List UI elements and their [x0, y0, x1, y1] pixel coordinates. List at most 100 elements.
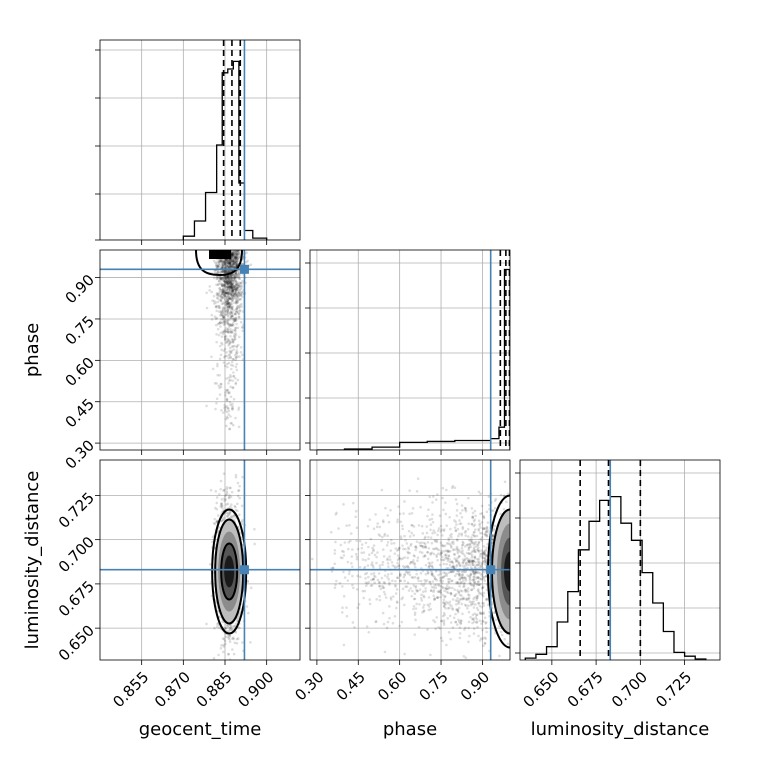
- sample-point: [389, 596, 393, 599]
- sample-point: [222, 316, 226, 320]
- sample-point: [408, 512, 411, 516]
- sample-point: [368, 602, 372, 606]
- sample-point: [236, 253, 240, 257]
- sample-point: [447, 571, 450, 574]
- sample-point: [464, 577, 467, 580]
- sample-point: [230, 367, 233, 371]
- sample-point: [235, 276, 239, 279]
- sample-point: [233, 338, 237, 341]
- sample-point: [228, 318, 232, 321]
- sample-point: [486, 521, 490, 524]
- panel-border: [99, 459, 301, 661]
- x-tick-label: 0.725: [652, 668, 695, 711]
- sample-point: [231, 252, 235, 256]
- sample-point: [240, 305, 244, 308]
- sample-point: [229, 395, 233, 399]
- sample-point: [471, 559, 474, 563]
- sample-point: [226, 330, 229, 333]
- sample-point: [226, 280, 230, 284]
- sample-point: [238, 297, 242, 301]
- sample-point: [478, 619, 482, 623]
- sample-point: [223, 291, 226, 294]
- sample-point: [393, 565, 396, 568]
- sample-point: [227, 265, 231, 269]
- sample-point: [228, 427, 232, 431]
- sample-point: [226, 309, 230, 312]
- sample-point: [476, 563, 479, 567]
- sample-point: [441, 555, 444, 559]
- sample-point: [219, 382, 223, 386]
- sample-point: [455, 581, 458, 585]
- sample-point: [220, 502, 223, 506]
- sample-point: [227, 301, 231, 305]
- sample-point: [215, 266, 219, 269]
- sample-point: [226, 292, 229, 296]
- sample-point: [229, 258, 233, 262]
- sample-point: [225, 399, 229, 402]
- sample-point: [234, 381, 238, 385]
- sample-point: [231, 648, 234, 651]
- sample-point: [230, 360, 234, 364]
- sample-point: [227, 495, 231, 499]
- sample-point: [454, 558, 458, 562]
- sample-point: [484, 530, 488, 534]
- sample-point: [447, 554, 451, 557]
- sample-point: [233, 253, 236, 257]
- sample-point: [228, 331, 231, 334]
- sample-point: [217, 304, 221, 308]
- sample-point: [367, 575, 370, 579]
- sample-point: [221, 265, 225, 268]
- sample-point: [205, 404, 208, 408]
- sample-point: [234, 271, 238, 275]
- sample-point: [233, 262, 237, 266]
- sample-point: [218, 287, 222, 290]
- sample-point: [403, 500, 406, 503]
- sample-point: [234, 416, 237, 420]
- sample-point: [442, 611, 446, 615]
- sample-point: [232, 253, 235, 257]
- sample-point: [235, 257, 239, 260]
- sample-point: [225, 295, 229, 298]
- sample-point: [224, 285, 227, 288]
- sample-point: [228, 304, 232, 307]
- sample-point: [232, 253, 235, 257]
- sample-point: [235, 286, 239, 290]
- sample-point: [418, 588, 422, 591]
- sample-point: [234, 255, 238, 259]
- sample-point: [233, 296, 237, 299]
- sample-point: [451, 561, 455, 565]
- sample-point: [341, 606, 344, 610]
- sample-point: [223, 286, 226, 290]
- sample-point: [475, 582, 479, 586]
- sample-point: [360, 551, 364, 555]
- x-axis-title: phase: [383, 719, 437, 740]
- sample-point: [379, 587, 383, 591]
- sample-point: [227, 262, 230, 265]
- sample-point: [224, 405, 227, 409]
- sample-point: [228, 286, 231, 289]
- sample-point: [222, 645, 226, 648]
- sample-point: [395, 565, 399, 569]
- sample-point: [216, 327, 220, 331]
- sample-point: [441, 593, 445, 597]
- sample-point: [415, 572, 419, 576]
- contour-fill: [224, 555, 235, 588]
- sample-point: [451, 565, 454, 569]
- sample-point: [232, 277, 236, 280]
- sample-point: [432, 619, 435, 622]
- sample-point: [469, 603, 473, 607]
- sample-point: [408, 573, 412, 577]
- sample-point: [415, 588, 418, 592]
- y-tick-label: 0.75: [62, 312, 98, 348]
- sample-point: [502, 507, 506, 511]
- sample-point: [464, 529, 468, 533]
- sample-point: [448, 586, 452, 590]
- sample-point: [444, 553, 448, 556]
- sample-point: [383, 532, 387, 536]
- sample-point: [341, 585, 344, 588]
- sample-point: [233, 312, 237, 316]
- sample-point: [477, 546, 480, 549]
- sample-point: [401, 596, 405, 599]
- sample-point: [412, 605, 416, 608]
- sample-point: [232, 515, 235, 518]
